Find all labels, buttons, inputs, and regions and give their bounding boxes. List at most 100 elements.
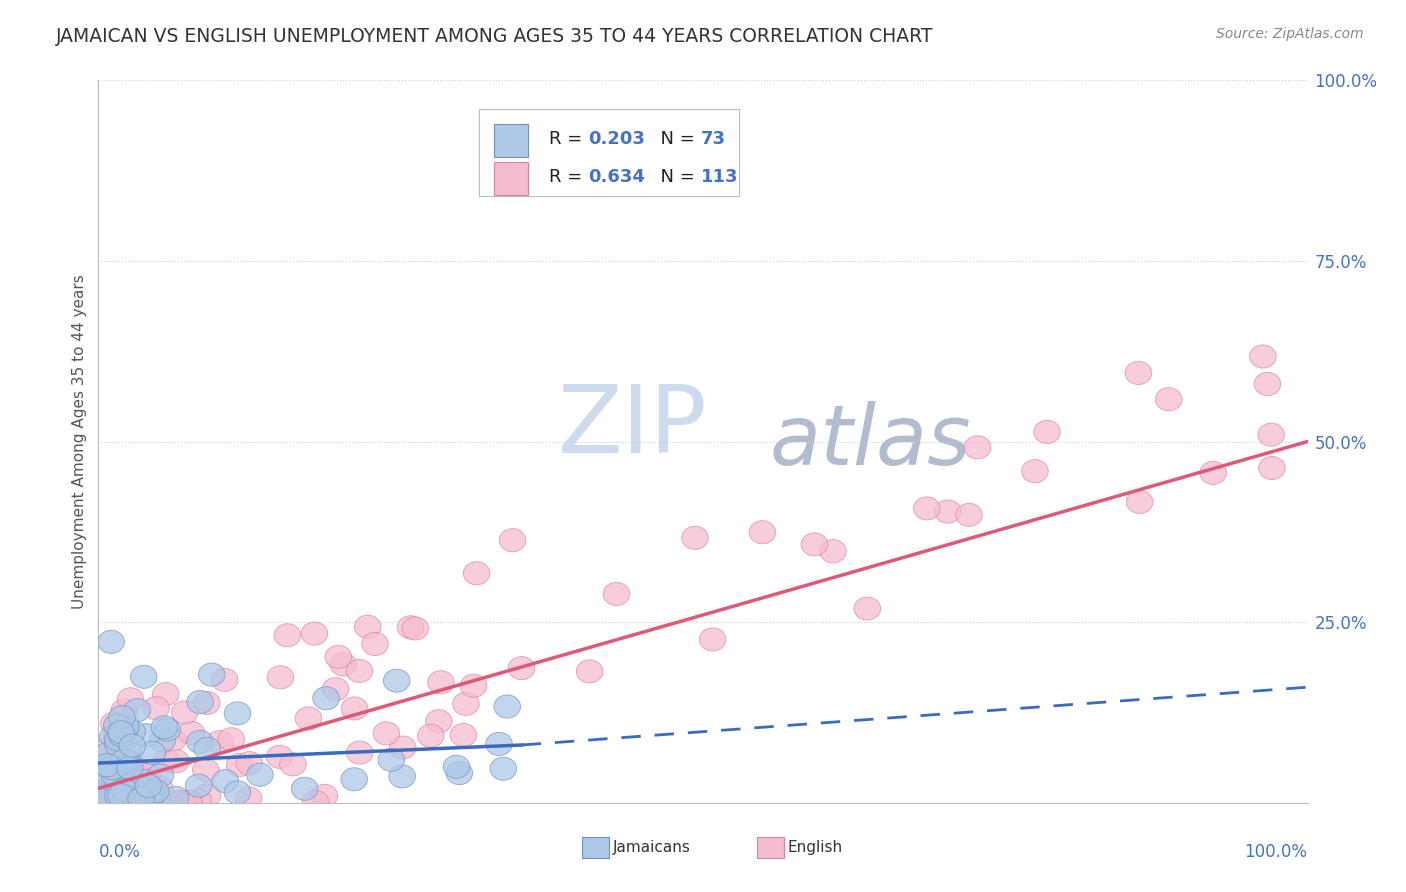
Ellipse shape <box>346 659 373 682</box>
Ellipse shape <box>427 671 454 694</box>
Ellipse shape <box>120 734 146 757</box>
Ellipse shape <box>266 745 292 768</box>
Ellipse shape <box>603 582 630 606</box>
Ellipse shape <box>212 770 239 793</box>
Ellipse shape <box>90 790 117 814</box>
Ellipse shape <box>89 764 115 788</box>
Ellipse shape <box>148 764 174 787</box>
Ellipse shape <box>302 790 329 814</box>
Ellipse shape <box>91 784 118 807</box>
Ellipse shape <box>426 710 453 733</box>
Ellipse shape <box>155 718 180 741</box>
Ellipse shape <box>122 758 149 781</box>
Text: 0.634: 0.634 <box>588 168 645 186</box>
Ellipse shape <box>100 712 127 735</box>
Ellipse shape <box>935 500 962 523</box>
Ellipse shape <box>87 790 114 814</box>
Ellipse shape <box>157 790 184 814</box>
Text: 0.0%: 0.0% <box>98 843 141 861</box>
Ellipse shape <box>163 749 190 772</box>
Ellipse shape <box>186 774 212 797</box>
Ellipse shape <box>446 762 472 785</box>
Ellipse shape <box>107 762 134 785</box>
Ellipse shape <box>402 617 429 640</box>
Ellipse shape <box>1199 461 1226 484</box>
Ellipse shape <box>100 725 127 748</box>
Ellipse shape <box>184 789 211 812</box>
Ellipse shape <box>176 790 202 814</box>
Ellipse shape <box>224 702 250 725</box>
Ellipse shape <box>86 790 112 814</box>
Ellipse shape <box>110 761 136 784</box>
Ellipse shape <box>312 687 339 710</box>
Ellipse shape <box>153 749 180 772</box>
Ellipse shape <box>194 784 221 806</box>
Ellipse shape <box>105 769 132 792</box>
Ellipse shape <box>101 764 128 787</box>
Ellipse shape <box>172 701 198 724</box>
Ellipse shape <box>105 760 132 783</box>
Text: R =: R = <box>550 168 589 186</box>
Ellipse shape <box>322 678 349 701</box>
Text: atlas: atlas <box>769 401 972 482</box>
Ellipse shape <box>89 764 115 788</box>
Ellipse shape <box>108 784 134 807</box>
Ellipse shape <box>86 753 112 776</box>
Ellipse shape <box>224 780 250 804</box>
Ellipse shape <box>97 790 124 814</box>
Ellipse shape <box>129 790 156 814</box>
Ellipse shape <box>236 752 263 775</box>
Ellipse shape <box>108 706 135 729</box>
Ellipse shape <box>111 699 138 722</box>
Bar <box>758 837 785 858</box>
Ellipse shape <box>104 784 131 807</box>
Ellipse shape <box>361 632 388 656</box>
Ellipse shape <box>1125 361 1152 384</box>
Text: 73: 73 <box>700 129 725 147</box>
Ellipse shape <box>134 723 160 747</box>
Ellipse shape <box>274 624 301 647</box>
Text: 113: 113 <box>700 168 738 186</box>
Ellipse shape <box>463 562 489 585</box>
Ellipse shape <box>373 722 399 745</box>
Ellipse shape <box>124 698 150 722</box>
Ellipse shape <box>914 497 941 520</box>
Ellipse shape <box>749 521 776 544</box>
Ellipse shape <box>187 731 214 754</box>
Ellipse shape <box>111 779 138 801</box>
Ellipse shape <box>450 723 477 747</box>
Ellipse shape <box>86 790 111 814</box>
Ellipse shape <box>354 615 381 639</box>
Ellipse shape <box>443 756 470 779</box>
Bar <box>582 837 609 858</box>
Ellipse shape <box>453 692 479 715</box>
Ellipse shape <box>1022 459 1049 483</box>
Ellipse shape <box>107 768 134 791</box>
Ellipse shape <box>150 715 177 739</box>
Text: Source: ZipAtlas.com: Source: ZipAtlas.com <box>1216 27 1364 41</box>
Ellipse shape <box>576 660 603 683</box>
Ellipse shape <box>340 768 367 791</box>
Ellipse shape <box>1033 420 1060 443</box>
Ellipse shape <box>108 739 135 761</box>
Ellipse shape <box>226 754 253 777</box>
Ellipse shape <box>194 691 221 714</box>
Ellipse shape <box>94 766 121 789</box>
Ellipse shape <box>118 720 145 743</box>
Ellipse shape <box>311 784 337 807</box>
Ellipse shape <box>193 758 219 781</box>
Ellipse shape <box>131 665 157 689</box>
Ellipse shape <box>301 622 328 645</box>
Text: N =: N = <box>648 129 700 147</box>
Bar <box>494 124 527 157</box>
Ellipse shape <box>152 682 179 706</box>
Text: ZIP: ZIP <box>558 381 707 473</box>
Ellipse shape <box>162 786 188 809</box>
Ellipse shape <box>820 540 846 563</box>
Ellipse shape <box>1250 345 1277 368</box>
Ellipse shape <box>330 653 357 676</box>
Ellipse shape <box>93 764 120 788</box>
Ellipse shape <box>699 628 725 651</box>
Ellipse shape <box>378 748 405 772</box>
Ellipse shape <box>342 697 368 720</box>
